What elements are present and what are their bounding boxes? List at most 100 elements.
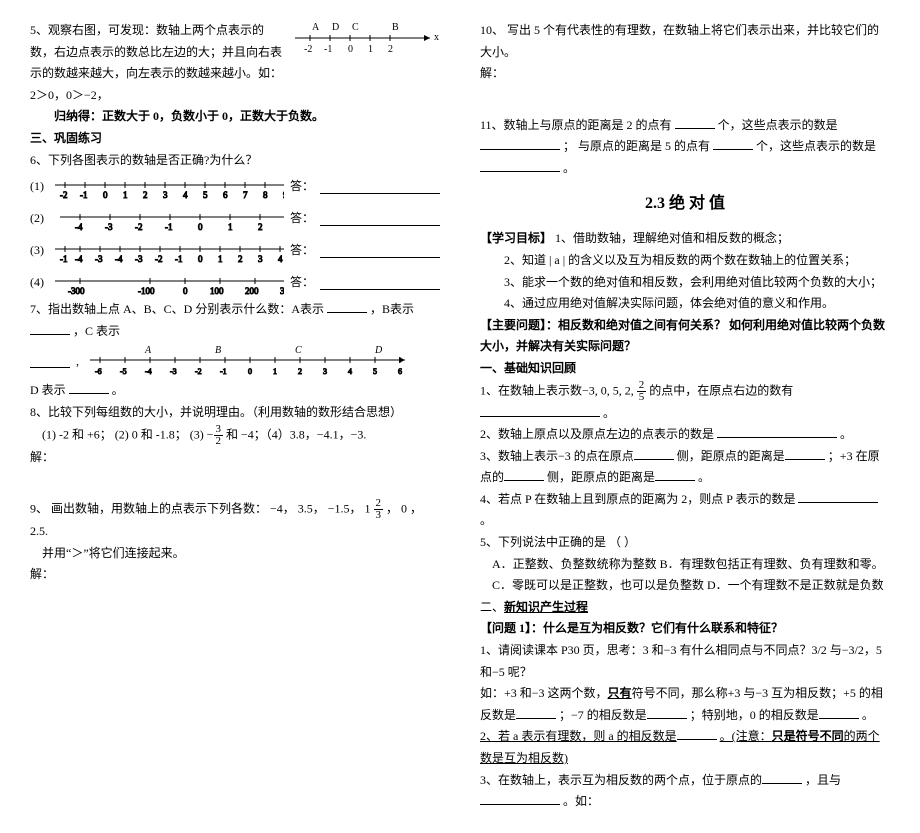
q8: 8、比较下列每组数的大小，并说明理由。（利用数轴的数形结合思想）	[30, 402, 440, 424]
goal-4: 4、通过应用绝对值解决实际问题，体会绝对值的意义和作用。	[480, 293, 890, 315]
numline-row-1: (1) -2 -1 0 1 2 3 4 5 6 7 8 9 10	[30, 171, 440, 203]
p3-blank1[interactable]	[762, 771, 802, 784]
numline-row-3: (3) -1 -4 -3 -4 -3 -2 -1 0 1 2 3 4 5	[30, 235, 440, 267]
q7-text: 7、指出数轴上点 A、B、C、D 分别表示什么数：A表示	[30, 302, 324, 316]
q7-axis: ABCD -6 -5 -4 -3 -2 -1 0 1 2 3 4 5 6	[85, 344, 415, 378]
svg-text:1: 1	[273, 367, 277, 376]
svg-text:-3: -3	[170, 367, 177, 376]
svg-text:4: 4	[348, 367, 352, 376]
q8-items: (1) -2 和 +6； (2) 0 和 -1.8； (3) −32 和 −4；…	[30, 424, 440, 447]
q7-blank-d[interactable]	[69, 381, 109, 394]
left-column: 5、观察右图，可发现：数轴上两个点表示的数，右边点表示的数总比左边的大；并且向右…	[30, 20, 440, 813]
r1a: 1、在数轴上表示数−3, 0, 5, 2,	[480, 383, 637, 397]
answer-blank[interactable]	[320, 245, 440, 258]
r2: 2、数轴上原点以及原点左边的点表示的数是 。	[480, 424, 890, 446]
q11c: ； 与原点的距离是 5 的点有	[563, 139, 710, 153]
p3: 3、在数轴上，表示互为相反数的两个点，位于原点的 ，且与 。如：	[480, 770, 890, 813]
answer-blank[interactable]	[320, 277, 440, 290]
r3-blank2[interactable]	[785, 447, 825, 460]
q11-blank2[interactable]	[480, 137, 560, 150]
sec1-title: 一、基础知识回顾	[480, 358, 890, 380]
fraction-3-2: 32	[214, 424, 224, 447]
r3-blank1[interactable]	[634, 447, 674, 460]
svg-text:-1: -1	[175, 254, 183, 264]
r5b: C．零既可以是正整数，也可以是负整数 D．一个有理数不是正数就是负数	[480, 575, 890, 597]
q10-ans: 解：	[480, 63, 890, 85]
p1-2-only: 只有	[608, 686, 632, 700]
q7-d: D 表示 。	[30, 380, 440, 402]
answer-label: 答：	[290, 208, 314, 230]
q7-d-suffix: 。	[112, 383, 124, 397]
r3-blank3[interactable]	[504, 468, 544, 481]
q7-d-prefix: D 表示	[30, 383, 66, 397]
answer-blank[interactable]	[320, 181, 440, 194]
svg-text:0: 0	[248, 367, 252, 376]
svg-text:A: A	[312, 22, 320, 33]
svg-text:6: 6	[223, 190, 228, 200]
r5: 5、下列说法中正确的是 （ ）	[480, 532, 890, 554]
r3-blank4[interactable]	[655, 468, 695, 481]
q5-row: 5、观察右图，可发现：数轴上两个点表示的数，右边点表示的数总比左边的大；并且向右…	[30, 20, 440, 106]
q7-blank-a[interactable]	[327, 300, 367, 313]
r4-blank[interactable]	[798, 490, 878, 503]
svg-text:-1: -1	[220, 367, 227, 376]
svg-text:-3: -3	[105, 222, 113, 232]
r4a: 4、若点 P 在数轴上且到原点的距离为 2，则点 P 表示的数是	[480, 492, 795, 506]
r1: 1、在数轴上表示数−3, 0, 5, 2, 25 的点中，在原点右边的数有 。	[480, 380, 890, 425]
svg-text:7: 7	[243, 190, 248, 200]
p1-blank2[interactable]	[647, 706, 687, 719]
sec3-title: 三、巩固练习	[30, 128, 440, 150]
svg-text:-2: -2	[304, 44, 312, 55]
p1-blank1[interactable]	[516, 706, 556, 719]
q11-blank3[interactable]	[713, 137, 753, 150]
p3-blank2[interactable]	[480, 792, 560, 805]
r4: 4、若点 P 在数轴上且到原点的距离为 2，则点 P 表示的数是 。	[480, 489, 890, 532]
p1-2: 如：+3 和−3 这两个数，只有符号不同，那么称+3 与−3 互为相反数；+5 …	[480, 683, 890, 726]
q11e: 。	[563, 161, 575, 175]
right-column: 10、 写出 5 个有代表性的有理数，在数轴上将它们表示出来，并比较它们的大小。…	[480, 20, 890, 813]
goal-2: 2、知道 | a | 的含义以及互为相反数的两个数在数轴上的位置关系；	[480, 250, 890, 272]
svg-text:-300: -300	[68, 286, 85, 296]
r1c: 。	[603, 406, 615, 420]
goal-3: 3、能求一个数的绝对值和相反数，会利用绝对值比较两个负数的大小；	[480, 272, 890, 294]
svg-text:3: 3	[323, 367, 327, 376]
svg-text:-4: -4	[75, 254, 83, 264]
q7-blank-c[interactable]	[30, 355, 70, 368]
q9b: 并用“＞”将它们连接起来。	[30, 543, 440, 565]
numline-row-2: (2) -4 -3 -2 -1 0 1 2 3 4 答：	[30, 203, 440, 235]
r1b: 的点中，在原点右边的数有	[649, 383, 793, 397]
svg-text:300: 300	[280, 286, 284, 296]
r2-blank[interactable]	[717, 425, 837, 438]
p2b: 。(注意：	[720, 729, 772, 743]
svg-text:3: 3	[163, 190, 168, 200]
fraction-2-3: 23	[374, 498, 384, 521]
r1-blank[interactable]	[480, 404, 600, 417]
q11a: 11、数轴上与原点的距离是 2 的点有	[480, 118, 672, 132]
p3a: 3、在数轴上，表示互为相反数的两个点，位于原点的	[480, 773, 762, 787]
q11-blank4[interactable]	[480, 159, 560, 172]
svg-text:1: 1	[228, 222, 233, 232]
svg-text:6: 6	[398, 367, 402, 376]
p2-blank[interactable]	[677, 727, 717, 740]
svg-text:-4: -4	[75, 222, 83, 232]
svg-text:B: B	[392, 22, 399, 33]
r5a: A．正整数、负整数统称为整数 B．有理数包括正有理数、负有理数和零。	[480, 554, 890, 576]
svg-text:-2: -2	[155, 254, 163, 264]
svg-text:1: 1	[218, 254, 223, 264]
svg-text:-1: -1	[60, 254, 68, 264]
numline-3: -1 -4 -3 -4 -3 -2 -1 0 1 2 3 4 5 6	[50, 237, 284, 265]
svg-text:C: C	[295, 345, 302, 356]
r2a: 2、数轴上原点以及原点左边的点表示的数是	[480, 427, 714, 441]
q7-blank-b[interactable]	[30, 322, 70, 335]
svg-text:B: B	[215, 345, 221, 356]
p1-blank3[interactable]	[819, 706, 859, 719]
q7: 7、指出数轴上点 A、B、C、D 分别表示什么数：A表示 ，B表示 ，C 表示	[30, 299, 440, 342]
x-axis-label: x	[434, 32, 439, 43]
q11-blank1[interactable]	[675, 116, 715, 129]
r3a: 3、数轴上表示−3 的点在原点	[480, 449, 634, 463]
svg-text:2: 2	[298, 367, 302, 376]
summary: 归纳得：正数大于 0，负数小于 0，正数大于负数。	[30, 106, 440, 128]
q9-ans: 解：	[30, 564, 440, 586]
answer-blank[interactable]	[320, 213, 440, 226]
svg-text:D: D	[374, 345, 383, 356]
